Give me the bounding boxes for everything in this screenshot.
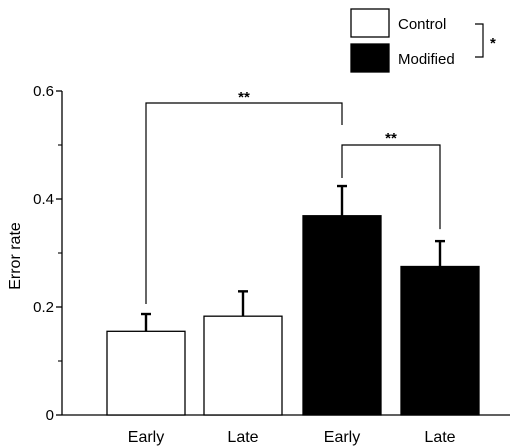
bars: Early Late Early Late [106, 184, 480, 446]
significance-label: ** [385, 130, 397, 147]
legend-swatch [350, 8, 390, 38]
significance-annotations: ** ** [145, 89, 441, 305]
bar [203, 315, 283, 416]
x-tick-label: Early [128, 429, 164, 446]
bar [400, 265, 480, 416]
bar [302, 215, 382, 416]
significance-label: ** [238, 89, 250, 106]
legend-significance-label: * [490, 35, 496, 52]
x-tick-label: Late [424, 429, 455, 446]
y-tick-label: 0 [46, 407, 54, 424]
x-tick-label: Early [324, 429, 360, 446]
legend-label: Control [398, 16, 446, 33]
significance-bracket [145, 102, 343, 305]
significance-bracket [341, 144, 441, 230]
legend-swatch [350, 43, 390, 73]
legend-significance-bracket [475, 23, 484, 58]
x-tick-label: Late [227, 429, 258, 446]
y-tick-label: 0.6 [33, 83, 54, 100]
y-tick-label: 0.2 [33, 299, 54, 316]
y-axis-title: Error rate [7, 222, 24, 290]
legend: Control Modified * [350, 8, 496, 73]
legend-label: Modified [398, 51, 455, 68]
bar [106, 330, 186, 416]
y-tick-label: 0.4 [33, 191, 54, 208]
